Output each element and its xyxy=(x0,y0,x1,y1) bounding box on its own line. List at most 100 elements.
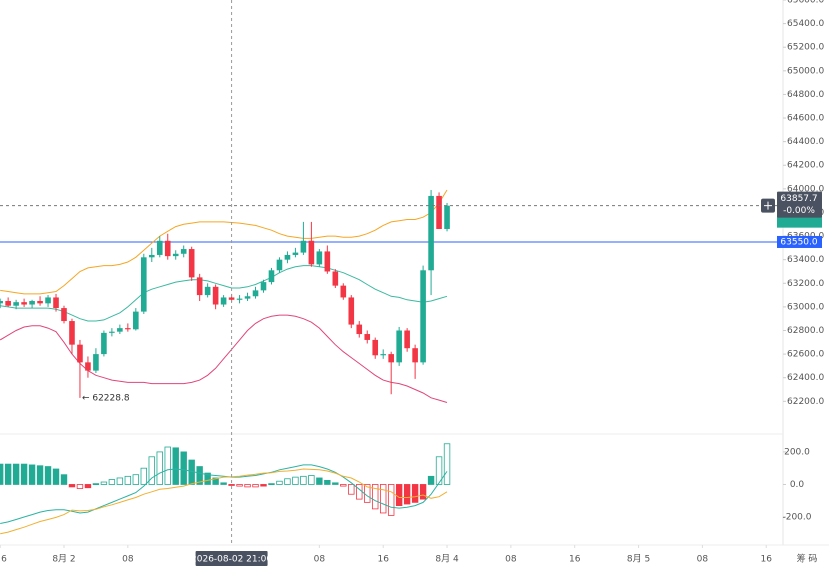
candle-body xyxy=(148,254,155,258)
candle-body xyxy=(85,362,91,371)
y-tick-label: -200.0 xyxy=(782,513,811,523)
candle-body xyxy=(164,240,171,257)
candle-body xyxy=(37,300,43,304)
macd-bar xyxy=(116,477,124,485)
macd-bar xyxy=(12,463,20,485)
change-label: -0.00% xyxy=(783,206,815,216)
x-tick-label: 08 xyxy=(505,555,517,565)
x-tick-label: 08 xyxy=(314,555,326,565)
y-tick-label: 64200.0 xyxy=(787,161,824,171)
candle-body xyxy=(141,257,147,312)
macd-bar xyxy=(204,472,211,485)
macd-bar xyxy=(68,484,76,488)
x-tick-label: 08 xyxy=(697,555,709,565)
macd-bar xyxy=(356,484,363,500)
candle-body xyxy=(0,300,3,304)
macd-bar xyxy=(236,484,243,487)
y-tick-label: 65400.0 xyxy=(787,19,824,29)
candle-body xyxy=(101,332,107,355)
y-tick-label: 65000.0 xyxy=(787,66,824,76)
candle-body xyxy=(276,259,283,271)
candle-body xyxy=(388,354,394,363)
candle-body xyxy=(29,300,35,305)
candle-body xyxy=(93,354,99,371)
candle-body xyxy=(188,249,195,278)
price-line-box xyxy=(777,235,822,248)
y-tick-label: 62200.0 xyxy=(787,397,824,407)
candle-body xyxy=(77,344,83,363)
candle-body xyxy=(308,240,315,265)
candle-body xyxy=(252,290,259,297)
macd-bar xyxy=(324,479,331,485)
macd-bar xyxy=(180,451,187,485)
macd-bar xyxy=(132,474,140,485)
candle-body xyxy=(53,297,59,309)
candle-body xyxy=(356,324,363,335)
macd-bar xyxy=(76,484,84,489)
price-panel xyxy=(0,189,783,403)
macd-bar xyxy=(100,481,108,485)
macd-bar xyxy=(419,484,427,500)
macd-bar xyxy=(140,467,148,485)
x-tick-label: 8月 2 xyxy=(52,554,75,565)
x-tick-label: 8月 4 xyxy=(435,554,459,565)
candle-body xyxy=(332,271,339,286)
y-tick-label: 62400.0 xyxy=(787,373,824,383)
candle-body xyxy=(21,302,27,305)
y-tick-label: 62800.0 xyxy=(787,326,824,336)
x-tick-label: 6 xyxy=(1,555,7,565)
macd-bar xyxy=(52,468,60,485)
macd-bar xyxy=(300,475,307,485)
macd-bar xyxy=(60,474,68,485)
macd-bar xyxy=(308,475,315,485)
candle-body xyxy=(117,328,123,332)
macd-bar xyxy=(260,484,267,487)
band-line xyxy=(0,189,448,295)
macd-bar xyxy=(84,484,92,489)
candle-body xyxy=(156,240,163,255)
macd-bar xyxy=(244,484,251,488)
macd-bar xyxy=(340,484,347,487)
footer-label[interactable]: 筹 码 xyxy=(797,553,818,565)
candle-body xyxy=(316,251,323,265)
macd-bar xyxy=(284,478,291,485)
y-tick-label: 65200.0 xyxy=(787,43,824,53)
price-line-label: 63550.0 xyxy=(780,237,817,247)
candle-body xyxy=(45,297,51,304)
macd-bar xyxy=(108,479,116,485)
macd-line xyxy=(0,468,448,535)
candle-body xyxy=(292,252,299,255)
x-tick-label: 08 xyxy=(122,555,134,565)
macd-bar xyxy=(148,456,155,485)
y-tick-label: 63200.0 xyxy=(787,279,824,289)
candle-body xyxy=(61,308,67,322)
macd-bar xyxy=(164,446,171,485)
macd-bar xyxy=(411,484,419,503)
low-annotation: ← 62228.8 xyxy=(82,393,130,403)
y-tick-label: 64800.0 xyxy=(787,90,824,100)
last-price-sub-box xyxy=(777,215,822,228)
candle-body xyxy=(228,297,235,300)
macd-bar xyxy=(172,447,179,485)
macd-bar xyxy=(387,484,395,516)
y-tick-label: 65600.0 xyxy=(787,0,824,6)
macd-bar xyxy=(372,484,379,510)
crosshair-label: 2026-08-02 21:00 xyxy=(191,555,272,565)
macd-bar xyxy=(124,475,132,485)
macd-bar xyxy=(4,463,12,485)
macd-bar xyxy=(435,456,443,485)
last-price-box xyxy=(777,191,822,218)
macd-bar xyxy=(380,484,387,514)
x-tick-label: 16 xyxy=(377,555,389,565)
macd-bar xyxy=(276,480,283,485)
candle-body xyxy=(125,328,131,330)
macd-panel xyxy=(0,443,451,535)
macd-bar xyxy=(196,466,203,485)
macd-bar xyxy=(156,451,163,485)
candle-body xyxy=(348,297,355,325)
candle-body xyxy=(268,270,275,283)
candle-body xyxy=(109,331,115,333)
candle-body xyxy=(380,354,387,356)
